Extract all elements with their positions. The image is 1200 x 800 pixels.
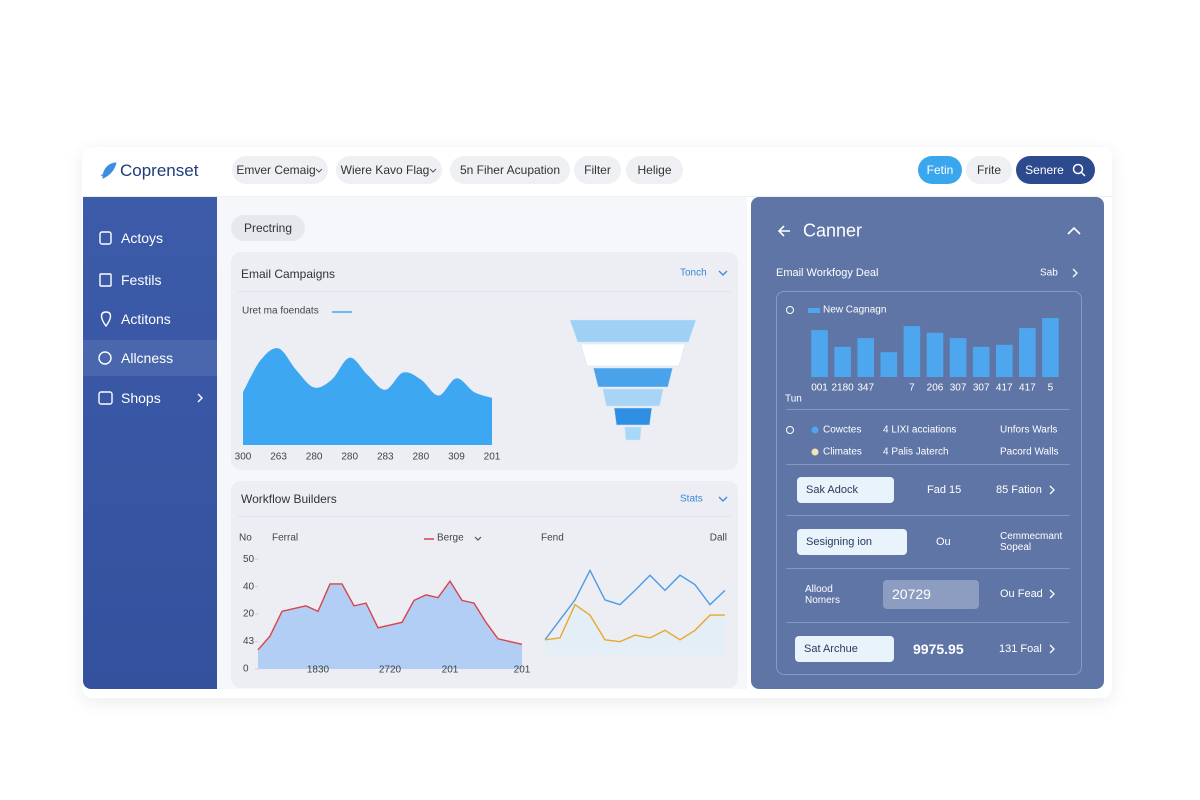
row-value: Ou — [936, 536, 951, 548]
row-value: Fad 15 — [927, 484, 962, 496]
card-title: Workflow Builders — [241, 492, 337, 506]
legend-label: 4 Palis Jaterch — [883, 446, 949, 458]
panel-box — [776, 291, 1082, 675]
email-card — [231, 252, 738, 470]
card-link[interactable]: Tonch — [680, 267, 707, 279]
panel-title: Canner — [803, 220, 863, 241]
workflow-card — [231, 481, 738, 688]
row-label: Allood Nomers — [805, 584, 841, 606]
legend-label: Pacord Walls — [1000, 446, 1059, 458]
legend-label: 4 LIXI acciations — [883, 424, 957, 436]
card-link[interactable]: Stats — [680, 493, 703, 505]
brand: Coprenset — [120, 161, 199, 180]
tab[interactable]: Filter — [574, 156, 621, 184]
value-box: 20729 — [883, 580, 979, 609]
row-divider — [786, 568, 1070, 569]
row-divider — [786, 622, 1070, 623]
tab[interactable]: Wiere Kavo Flag — [336, 156, 442, 184]
nav-item[interactable]: Actitons — [121, 311, 171, 327]
sidebar — [83, 197, 217, 689]
row-detail: Cemmecmant Sopeal — [1000, 531, 1063, 553]
row-detail: 85 Fation — [996, 484, 1042, 496]
card-divider — [238, 516, 731, 517]
button[interactable]: Frite — [966, 156, 1012, 184]
row-value: 9975.95 — [913, 641, 964, 657]
nav-item[interactable]: Shops — [121, 390, 161, 406]
legend-label: Climates — [823, 446, 862, 458]
button[interactable]: Fetin — [918, 156, 962, 184]
tab[interactable]: 5n Fiher Acupation — [450, 156, 570, 184]
card-divider — [238, 291, 731, 292]
card-title: Email Campaigns — [241, 267, 336, 281]
row-divider — [786, 464, 1070, 465]
tab[interactable]: Helige — [626, 156, 683, 184]
row-divider — [786, 409, 1070, 410]
panel-subtitle: Email Workfogy Deal — [776, 267, 879, 279]
row-detail: Ou Fead — [1000, 588, 1043, 600]
row-button[interactable]: Sak Adock — [797, 477, 894, 503]
row-button[interactable]: Sat Archue — [795, 636, 894, 662]
nav-item[interactable]: Allcness — [121, 350, 174, 366]
panel-link[interactable]: Sab — [1040, 267, 1058, 279]
nav-item[interactable]: Festils — [121, 272, 162, 288]
chip[interactable]: Prectring — [231, 215, 305, 241]
row-divider — [786, 515, 1070, 516]
nav-item[interactable]: Actoys — [121, 230, 164, 246]
legend-label: Cowctes — [823, 424, 862, 436]
search-button[interactable]: Senere — [1016, 156, 1095, 184]
row-button[interactable]: Sesigning ion — [797, 529, 907, 555]
tab[interactable]: Emver Cemaig — [232, 156, 328, 184]
legend-label: Unfors Warls — [1000, 424, 1058, 436]
header-divider — [82, 196, 1112, 197]
row-detail: 131 Foal — [999, 643, 1042, 655]
